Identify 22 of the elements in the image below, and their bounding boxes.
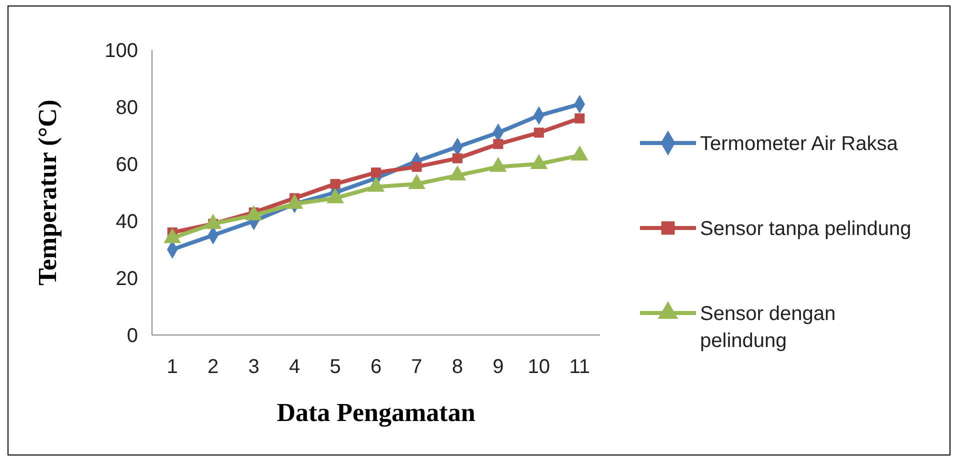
legend-label: Sensor tanpa pelindung <box>700 218 912 240</box>
legend-label: Termometer Air Raksa <box>700 133 899 155</box>
y-tick-label: 80 <box>116 97 138 119</box>
x-tick-label: 8 <box>452 356 464 378</box>
x-tick-label: 2 <box>208 356 219 378</box>
x-tick-label: 5 <box>330 356 341 378</box>
x-tick-label: 6 <box>370 356 382 378</box>
x-tick-label: 11 <box>569 356 590 378</box>
x-axis-title: Data Pengamatan <box>276 398 476 427</box>
y-tick-label: 40 <box>116 211 138 233</box>
x-tick-label: 9 <box>492 356 504 378</box>
x-tick-label: 4 <box>288 356 300 378</box>
x-tick-label: 7 <box>411 356 422 378</box>
y-tick-label: 60 <box>116 154 138 176</box>
y-axis-title: Temperatur (°C) <box>33 100 62 286</box>
x-tick-label: 1 <box>166 356 178 378</box>
x-tick-label: 10 <box>528 356 550 378</box>
legend-label: Sensor dengan pelindung <box>700 303 836 352</box>
y-tick-label: 20 <box>116 268 138 290</box>
y-tick-label: 100 <box>104 40 138 62</box>
y-tick-label: 0 <box>126 325 138 347</box>
x-tick-label: 3 <box>248 356 260 378</box>
